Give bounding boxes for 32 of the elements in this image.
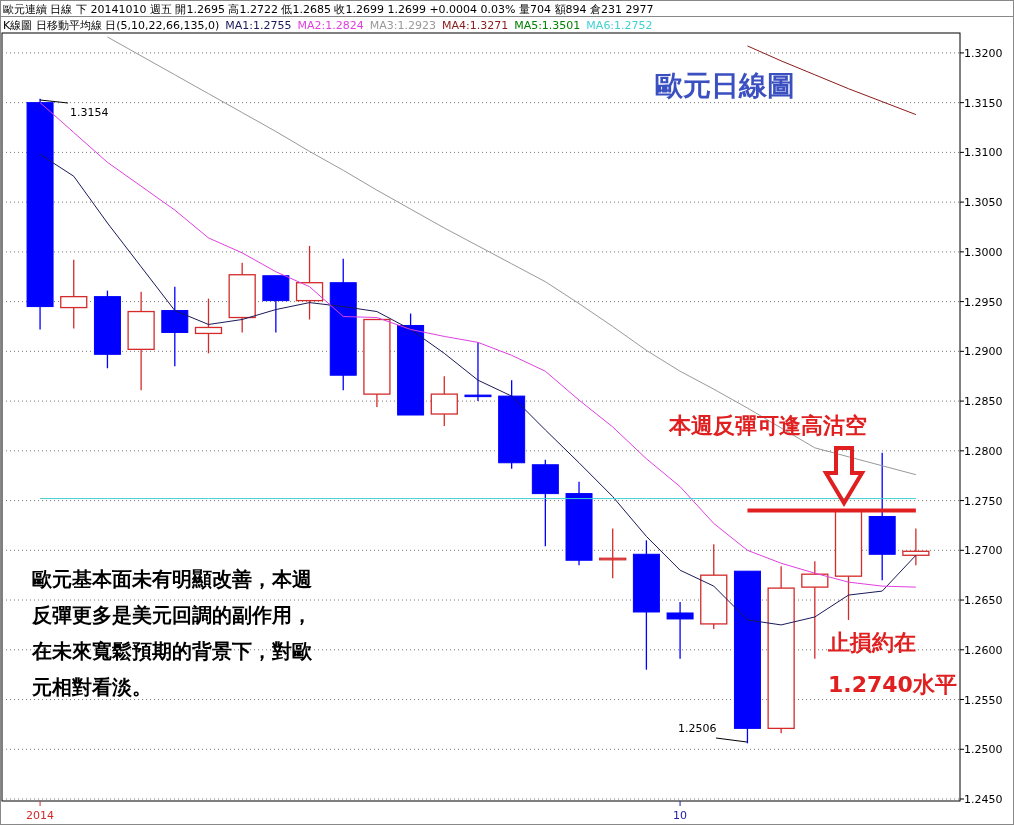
annotation: 歐元基本面未有明顯改善，本週反彈更多是美元回調的副作用，在未來寬鬆預期的背景下，對歐元相對看淡。 <box>31 567 313 699</box>
y-tick-label: 1.3050 <box>964 196 1003 210</box>
legend: K線圖 日移動平均線 日(5,10,22,66,135,0) MA1:1.2755 MA2:1.2824 MA3:1.2923 MA4:1.3271 MA5:1.3501 MA6:1.2752 <box>3 19 653 32</box>
y-tick-label: 1.3100 <box>964 146 1003 160</box>
x-tick-label: 2014 <box>26 809 55 822</box>
y-tick-label: 1.2700 <box>964 544 1003 558</box>
candlestick <box>902 527 930 566</box>
x-tick-label: 10 <box>673 809 688 822</box>
candlestick <box>194 297 223 354</box>
y-tick-label: 1.2950 <box>964 295 1003 309</box>
line-series <box>106 36 917 476</box>
chart-subtitle: 歐元連續 日線 下 20141010 週五 開1.2695 高1.2722 低1.2685 收1.2699 1.2699 +0.0004 0.03% 量704 額894 倉231 2977 <box>3 3 654 16</box>
y-tick-label: 1.2750 <box>964 494 1003 508</box>
annotation: 本週反彈可逢高沽空 <box>668 413 867 438</box>
candlestick <box>464 341 492 402</box>
annotation: 1.3154 <box>70 106 109 119</box>
y-tick-label: 1.3000 <box>964 245 1003 259</box>
y-tick-label: 1.3200 <box>964 46 1003 60</box>
y-tick-label: 1.2550 <box>964 693 1003 707</box>
annotation: 1.2740水平 <box>828 672 957 697</box>
annotation: 1.2506 <box>678 722 717 735</box>
y-tick-label: 1.2900 <box>964 345 1003 359</box>
y-tick-label: 1.2850 <box>964 395 1003 409</box>
y-tick-label: 1.2600 <box>964 643 1003 657</box>
y-tick-label: 1.2450 <box>964 793 1003 807</box>
y-tick-label: 1.3150 <box>964 96 1003 110</box>
y-tick-label: 1.2500 <box>964 743 1003 757</box>
text: 歐元日線圖 <box>655 69 795 102</box>
annotation: 止損約在 <box>827 630 916 655</box>
candlestick <box>666 601 694 660</box>
y-tick-label: 1.2800 <box>964 444 1003 458</box>
y-tick-label: 1.2650 <box>964 594 1003 608</box>
